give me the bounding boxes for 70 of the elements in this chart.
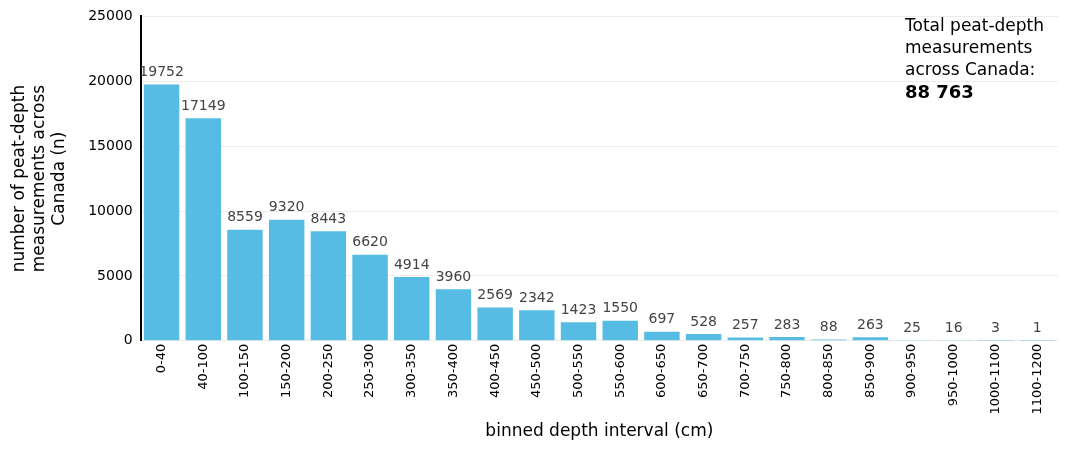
x-tick-label: 900-950 [903,343,919,399]
data-label: 4914 [393,255,430,272]
x-tick-label: 550-600 [611,343,627,399]
data-label: 1423 [560,300,597,317]
x-tick-label: 1000-1100 [986,343,1002,415]
x-axis-title: binned depth interval (cm) [485,420,714,441]
x-tick-label: 250-300 [361,343,377,399]
x-tick-label: 350-400 [444,343,460,399]
y-tick-label: 5000 [97,266,133,283]
x-tick-label: 850-900 [861,343,877,399]
bar [769,337,805,341]
y-tick-label: 15000 [88,136,133,153]
bar [685,333,722,341]
data-label: 1550 [602,299,639,316]
annotation: 88 763 [905,80,974,102]
data-label: 3960 [435,268,472,285]
bar [185,118,221,341]
x-tick-label: 300-350 [403,343,419,399]
data-label: 283 [773,315,801,332]
x-tick-label: 750-800 [778,343,794,399]
x-tick-label: 400-450 [486,343,502,399]
x-tick-label: 650-700 [694,343,710,399]
x-tick-label: 700-750 [736,343,752,399]
bar [560,322,597,341]
bar [852,337,889,341]
bar [435,289,472,341]
y-tick-label: 25000 [88,7,133,24]
data-label: 2569 [477,286,513,303]
bar [268,219,305,341]
data-label: 6620 [352,233,388,250]
y-tick-label: 0 [123,331,133,348]
x-tick-label: 40-100 [194,343,210,390]
x-tick-label: 0-40 [152,343,168,374]
bar [519,310,555,341]
bar [310,231,347,341]
annotation: Total peat-depth measurements across Canada: [904,14,1045,79]
data-label: 88 [819,318,838,335]
bar [352,254,388,341]
y-axis-title: number of peat-depth measurements across Canada (n) [7,84,69,273]
bar [143,84,180,341]
data-label: 8559 [227,208,263,225]
data-label: 263 [857,315,884,332]
data-label: 25 [903,319,921,336]
bar [644,331,680,341]
x-tick-label: 800-850 [820,343,836,399]
bar [727,337,764,341]
data-label: 2342 [519,289,555,305]
y-tick-label: 10000 [88,201,133,218]
x-tick-label: 950-1000 [945,343,961,407]
data-label: 17149 [181,96,226,113]
x-tick-label: 200-250 [319,343,335,399]
data-label: 9320 [268,198,305,215]
data-label: 8443 [310,209,347,226]
x-tick-label: 600-650 [653,343,669,399]
x-tick-label: 150-200 [278,343,294,399]
x-tick-label: 450-500 [528,343,544,399]
data-label: 257 [731,316,759,333]
bar [477,307,513,341]
data-label: 697 [648,310,676,327]
x-tick-label: 100-150 [236,343,252,399]
data-label: 528 [690,312,717,329]
data-label: 16 [944,319,963,336]
data-label: 3 [991,319,1000,336]
data-label: 1 [1032,319,1042,336]
x-tick-label: 500-550 [569,343,585,399]
bar [394,276,430,341]
bar [227,229,263,341]
x-tick-label: 1100-1200 [1028,343,1044,415]
bar [602,320,638,341]
y-tick-label: 20000 [88,71,133,88]
